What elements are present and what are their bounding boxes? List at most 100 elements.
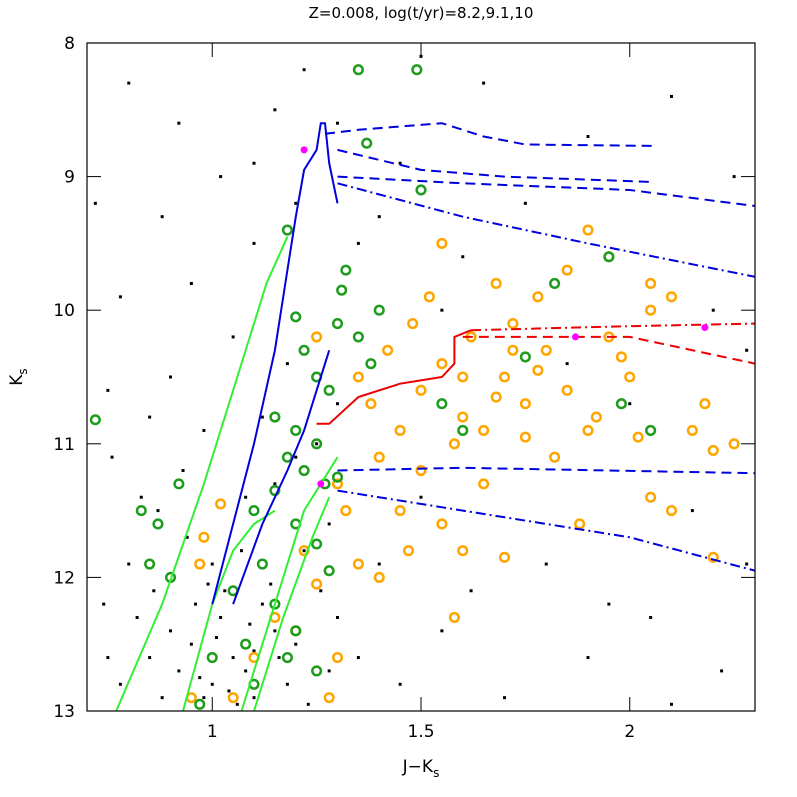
star-point bbox=[402, 545, 415, 557]
star-point bbox=[440, 629, 444, 633]
star-point bbox=[215, 498, 227, 510]
star-point bbox=[169, 629, 172, 633]
star-point bbox=[377, 215, 381, 219]
star-point bbox=[248, 622, 252, 626]
star-point bbox=[252, 161, 256, 165]
star-point bbox=[398, 682, 402, 686]
star-point bbox=[565, 362, 569, 366]
star-point bbox=[720, 669, 724, 673]
star-point bbox=[244, 669, 248, 673]
star-point bbox=[248, 505, 260, 517]
star-point bbox=[202, 696, 206, 700]
star-point bbox=[185, 535, 189, 539]
star-point bbox=[177, 669, 181, 673]
star-point bbox=[285, 682, 289, 686]
isochrone-line bbox=[316, 329, 472, 425]
star-point bbox=[352, 558, 364, 570]
star-point bbox=[365, 358, 377, 370]
star-point bbox=[323, 692, 335, 704]
star-point bbox=[561, 264, 573, 276]
isochrone-line bbox=[337, 175, 755, 207]
star-point bbox=[331, 318, 344, 330]
isochrone-line bbox=[211, 122, 339, 605]
star-point bbox=[415, 464, 427, 477]
star-point bbox=[269, 582, 273, 586]
star-point bbox=[189, 642, 193, 646]
star-point bbox=[436, 398, 448, 410]
star-point bbox=[701, 324, 709, 332]
star-point bbox=[498, 551, 511, 563]
star-point bbox=[323, 565, 335, 577]
star-point bbox=[607, 602, 611, 606]
star-point bbox=[665, 505, 678, 517]
star-point bbox=[490, 391, 502, 403]
x-tick-label: 1.5 bbox=[407, 722, 434, 742]
star-point bbox=[290, 424, 302, 436]
star-point bbox=[327, 669, 331, 673]
star-point bbox=[144, 558, 156, 570]
star-point bbox=[549, 277, 561, 290]
star-point bbox=[423, 291, 435, 303]
star-point bbox=[544, 562, 548, 566]
star-point bbox=[707, 551, 719, 563]
star-point bbox=[269, 411, 281, 423]
star-point bbox=[294, 455, 298, 459]
star-point bbox=[649, 615, 653, 619]
star-point bbox=[173, 478, 185, 490]
star-point bbox=[252, 696, 256, 700]
star-point bbox=[478, 478, 490, 490]
x-axis-label-sub: s bbox=[433, 766, 439, 780]
star-point bbox=[645, 424, 657, 436]
star-point bbox=[177, 121, 181, 125]
star-point bbox=[240, 638, 252, 650]
star-point bbox=[571, 333, 579, 341]
star-point bbox=[260, 415, 264, 419]
star-point bbox=[624, 371, 636, 383]
y-tick-label: 9 bbox=[64, 168, 75, 188]
star-point bbox=[127, 81, 131, 85]
x-tick-label: 1 bbox=[207, 722, 218, 742]
star-point bbox=[532, 291, 544, 303]
star-point bbox=[574, 518, 586, 530]
star-point bbox=[532, 364, 544, 376]
star-point bbox=[206, 652, 218, 664]
star-point bbox=[340, 505, 352, 517]
star-point bbox=[227, 692, 239, 704]
star-point bbox=[294, 642, 298, 646]
star-point bbox=[118, 295, 122, 299]
star-point bbox=[448, 438, 460, 450]
star-point bbox=[148, 656, 152, 660]
star-point bbox=[457, 371, 469, 383]
star-point bbox=[586, 135, 590, 139]
star-point bbox=[365, 398, 377, 410]
star-point bbox=[89, 414, 101, 426]
star-point bbox=[361, 137, 373, 149]
star-point bbox=[478, 424, 490, 436]
star-point bbox=[252, 241, 256, 245]
star-point bbox=[311, 538, 323, 550]
star-point bbox=[235, 702, 239, 706]
star-point bbox=[202, 428, 206, 432]
star-point bbox=[194, 558, 206, 570]
star-point bbox=[252, 649, 256, 653]
star-point bbox=[373, 571, 385, 583]
star-point bbox=[336, 284, 348, 296]
star-point bbox=[302, 68, 306, 72]
star-point bbox=[482, 81, 486, 85]
star-point bbox=[690, 509, 694, 513]
star-point bbox=[311, 331, 323, 343]
star-point bbox=[670, 94, 673, 98]
star-point bbox=[373, 451, 385, 463]
star-point bbox=[498, 371, 511, 383]
x-axis-label-main: J−K bbox=[402, 757, 434, 777]
isochrone-line bbox=[337, 466, 755, 475]
star-point bbox=[106, 656, 110, 660]
star-point bbox=[281, 451, 293, 463]
star-point bbox=[231, 656, 235, 660]
star-point bbox=[356, 656, 360, 660]
star-point bbox=[315, 442, 319, 446]
star-point bbox=[189, 281, 193, 285]
chart-title: Z=0.008, log(t/yr)=8.2,9.1,10 bbox=[309, 4, 534, 22]
star-point bbox=[523, 201, 527, 205]
star-point bbox=[670, 702, 673, 706]
